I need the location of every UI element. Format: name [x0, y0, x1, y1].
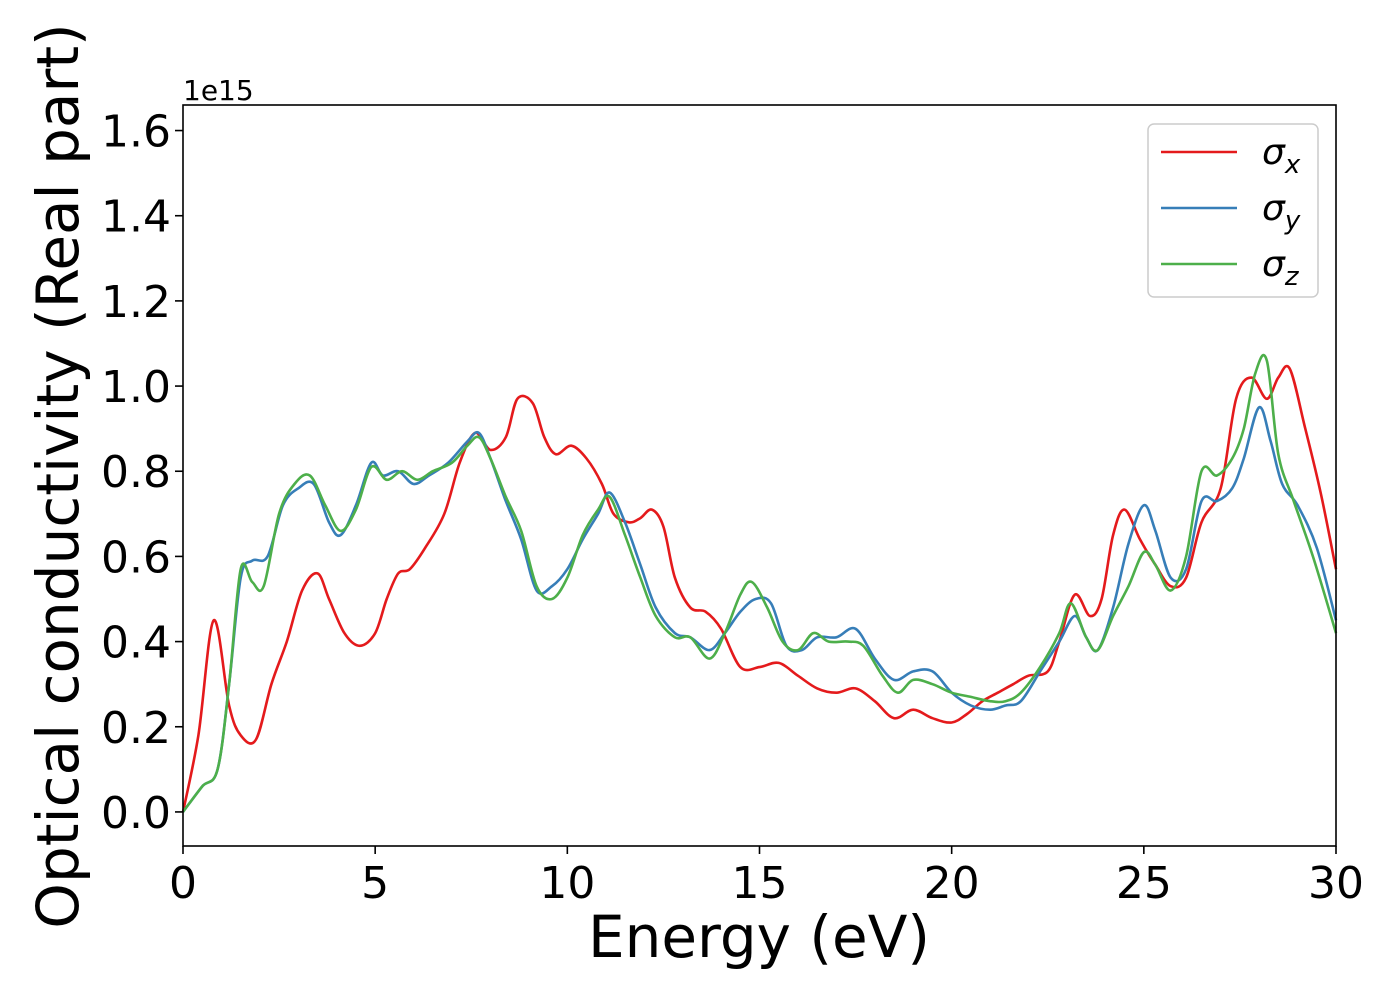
y-tick-label: 0.8: [101, 447, 171, 498]
series-line-y: [181, 406, 1338, 813]
x-tick-label: 20: [924, 858, 980, 909]
legend-label-y: σy: [1262, 188, 1301, 236]
y-tick-label: 1.2: [101, 277, 171, 328]
legend-label-symbol: σ: [1262, 188, 1286, 229]
series-layer: [181, 353, 1338, 813]
y-offset-label: 1e15: [183, 74, 254, 107]
y-tick-label: 1.0: [101, 362, 171, 413]
y-tick-label: 0.6: [101, 532, 171, 583]
legend-label-subscript: y: [1284, 206, 1301, 236]
legend-label-subscript: z: [1284, 262, 1300, 292]
x-tick-label: 25: [1116, 858, 1172, 909]
legend-frame: [1147, 123, 1319, 298]
x-tick-label: 0: [169, 858, 197, 909]
legend-label-z: σz: [1262, 244, 1300, 292]
x-axis-title: Energy (eV): [588, 903, 930, 971]
x-tick-label: 10: [539, 858, 595, 909]
x-tick-label: 5: [361, 858, 389, 909]
y-axis-ticks: 0.0 0.2 0.4 0.6 0.8 1.0 1.2 1.4 1.6: [101, 107, 183, 839]
y-axis-title: Optical conductivity (Real part): [24, 23, 92, 928]
y-tick-label: 0.4: [101, 618, 171, 669]
plot-background: [183, 105, 1336, 846]
legend-label-subscript: x: [1284, 150, 1301, 180]
y-tick-label: 1.4: [101, 192, 171, 243]
legend-label-symbol: σ: [1262, 132, 1286, 173]
legend-label-symbol: σ: [1262, 244, 1286, 285]
x-tick-label: 30: [1308, 858, 1364, 909]
legend-label-x: σx: [1262, 132, 1301, 180]
x-axis-ticks: 0 5 10 15 20 25 30: [169, 846, 1364, 909]
y-tick-label: 1.6: [101, 107, 171, 158]
y-tick-label: 0.2: [101, 703, 171, 754]
series-line-z: [181, 353, 1338, 813]
y-tick-label: 0.0: [101, 788, 171, 839]
x-tick-label: 15: [732, 858, 788, 909]
